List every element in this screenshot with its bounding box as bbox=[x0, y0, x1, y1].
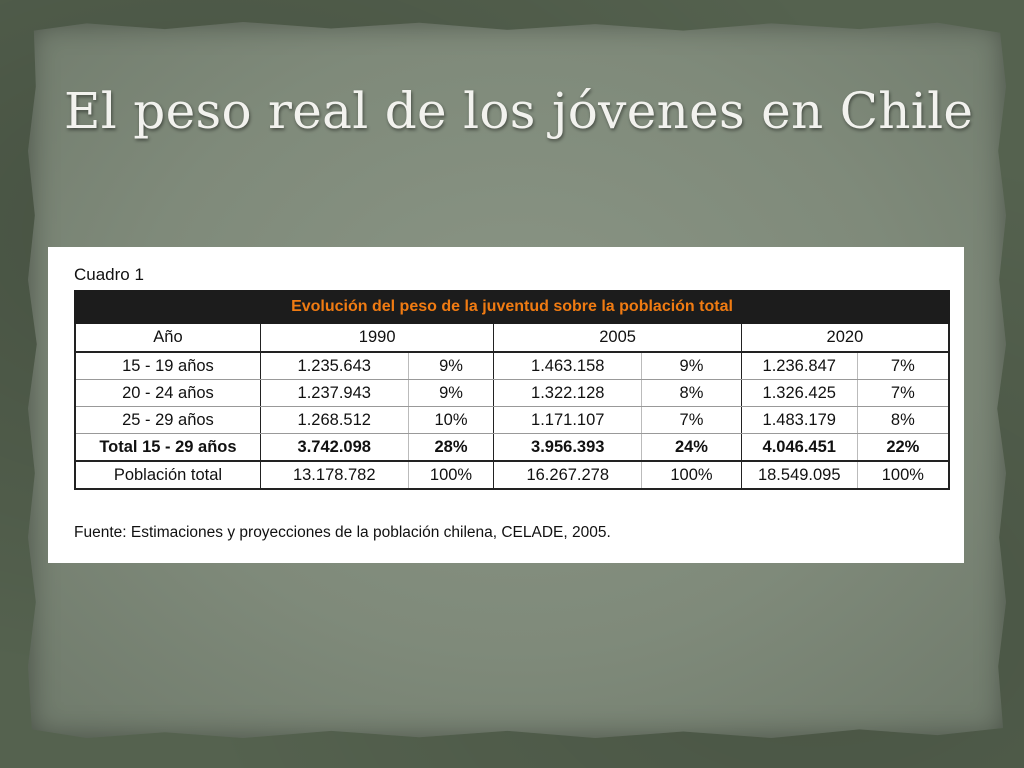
cell-percent: 10% bbox=[407, 406, 495, 434]
header-year-2020: 2020 bbox=[740, 322, 950, 353]
cell-value: 1.322.128 bbox=[493, 379, 643, 407]
cell-percent: 7% bbox=[856, 379, 950, 407]
cell-percent: 24% bbox=[641, 433, 742, 462]
table-header-row: Año 1990 2005 2020 bbox=[74, 322, 950, 353]
table-image-panel: Cuadro 1 Evolución del peso de la juvent… bbox=[48, 247, 964, 563]
population-table: Evolución del peso de la juventud sobre … bbox=[74, 290, 950, 490]
table-row: 20 - 24 años 1.237.943 9% 1.322.128 8% 1… bbox=[74, 379, 950, 407]
cell-percent: 8% bbox=[856, 406, 950, 434]
cell-percent: 100% bbox=[407, 460, 495, 490]
cell-value: 1.235.643 bbox=[259, 351, 409, 380]
cell-value: 16.267.278 bbox=[493, 460, 643, 490]
cell-value: 1.171.107 bbox=[493, 406, 643, 434]
cell-percent: 9% bbox=[407, 351, 495, 380]
table-caption: Cuadro 1 bbox=[74, 265, 144, 284]
slide-title: El peso real de los jóvenes en Chile bbox=[64, 82, 974, 140]
cell-percent: 22% bbox=[856, 433, 950, 462]
cell-value: 3.956.393 bbox=[493, 433, 643, 462]
header-year-2005: 2005 bbox=[493, 322, 742, 353]
cell-percent: 9% bbox=[407, 379, 495, 407]
row-label: 15 - 19 años bbox=[74, 351, 261, 380]
table-row: 15 - 19 años 1.235.643 9% 1.463.158 9% 1… bbox=[74, 351, 950, 380]
cell-value: 3.742.098 bbox=[259, 433, 409, 462]
cell-percent: 100% bbox=[856, 460, 950, 490]
header-year-label: Año bbox=[74, 322, 261, 353]
table-row: 25 - 29 años 1.268.512 10% 1.171.107 7% … bbox=[74, 406, 950, 434]
cell-percent: 7% bbox=[856, 351, 950, 380]
row-label: Población total bbox=[74, 460, 261, 490]
cell-value: 1.326.425 bbox=[740, 379, 858, 407]
cell-value: 1.463.158 bbox=[493, 351, 643, 380]
table-banner: Evolución del peso de la juventud sobre … bbox=[74, 290, 950, 324]
cell-percent: 8% bbox=[641, 379, 742, 407]
table-source-note: Fuente: Estimaciones y proyecciones de l… bbox=[74, 524, 611, 541]
cell-value: 1.237.943 bbox=[259, 379, 409, 407]
cell-value: 4.046.451 bbox=[740, 433, 858, 462]
row-label: 25 - 29 años bbox=[74, 406, 261, 434]
cell-value: 18.549.095 bbox=[740, 460, 858, 490]
table-row-population: Población total 13.178.782 100% 16.267.2… bbox=[74, 460, 950, 490]
cell-percent: 7% bbox=[641, 406, 742, 434]
row-label: Total 15 - 29 años bbox=[74, 433, 261, 462]
header-year-1990: 1990 bbox=[259, 322, 495, 353]
cell-value: 1.268.512 bbox=[259, 406, 409, 434]
cell-percent: 9% bbox=[641, 351, 742, 380]
cell-percent: 28% bbox=[407, 433, 495, 462]
cell-value: 13.178.782 bbox=[259, 460, 409, 490]
cell-value: 1.236.847 bbox=[740, 351, 858, 380]
row-label: 20 - 24 años bbox=[74, 379, 261, 407]
table-row-total: Total 15 - 29 años 3.742.098 28% 3.956.3… bbox=[74, 433, 950, 462]
table-banner-row: Evolución del peso de la juventud sobre … bbox=[74, 290, 950, 324]
cell-percent: 100% bbox=[641, 460, 742, 490]
cell-value: 1.483.179 bbox=[740, 406, 858, 434]
